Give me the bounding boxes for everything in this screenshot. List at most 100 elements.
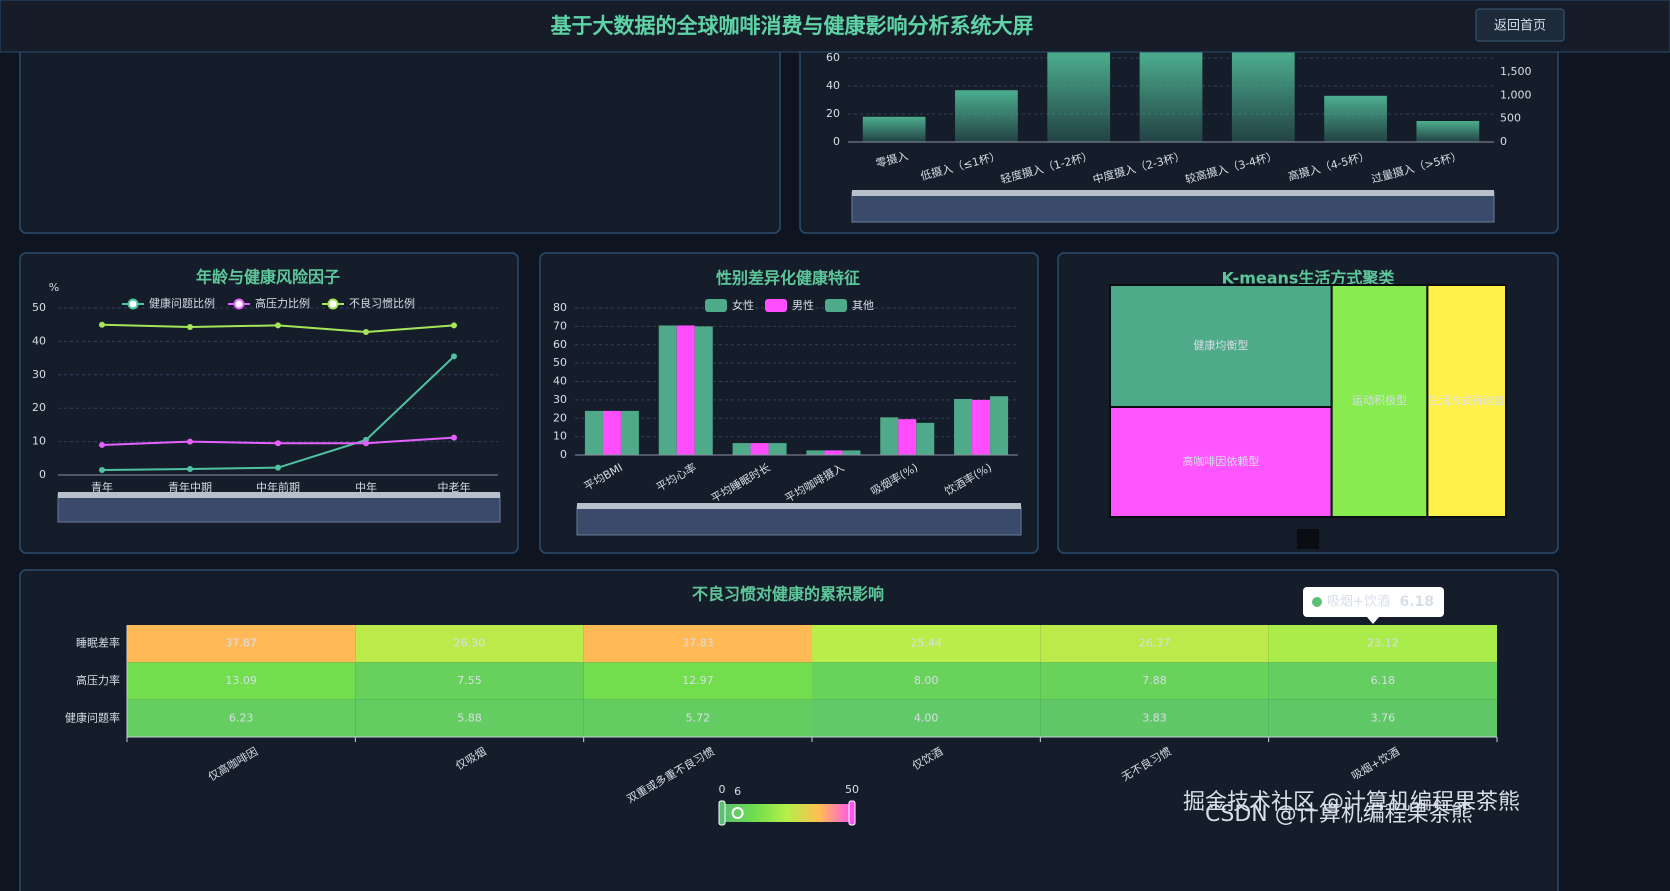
y-tick-label: 500 — [1500, 112, 1521, 125]
panel — [19, 39, 781, 234]
treemap-cell — [1426, 284, 1507, 518]
legend-swatch — [765, 299, 787, 312]
legend-label: 其他 — [852, 299, 874, 312]
slider[interactable] — [57, 492, 501, 523]
legend-marker — [327, 298, 339, 310]
y-tick-label: 70 — [553, 319, 567, 332]
visual-map-value: 6 — [734, 785, 741, 798]
bar — [898, 419, 917, 455]
y-tick-label: 60 — [826, 51, 840, 64]
panel — [19, 252, 519, 554]
y-tick-label: 30 — [32, 368, 46, 381]
heatmap-cell — [355, 625, 584, 663]
bar — [1231, 51, 1295, 142]
bar — [1047, 51, 1111, 142]
heatmap-cell — [1268, 662, 1497, 700]
slider[interactable] — [576, 503, 1022, 536]
y-tick-label: 40 — [32, 334, 46, 347]
cell-label: 7.88 — [1142, 674, 1167, 687]
bar — [694, 326, 713, 455]
point — [363, 329, 369, 336]
y-tick-label: 20 — [553, 411, 567, 424]
visual-map-handle — [848, 800, 856, 826]
slider-bar — [58, 492, 500, 498]
cell-label: 8.00 — [914, 674, 939, 687]
slider-bar — [577, 503, 1021, 509]
heatmap-cell — [1268, 625, 1497, 663]
bar — [768, 443, 787, 455]
cell-label: 37.83 — [682, 637, 714, 650]
visual-map-max: 50 — [845, 783, 859, 796]
bar — [916, 422, 935, 455]
bar — [955, 90, 1018, 142]
heatmap-cell — [127, 662, 356, 700]
cell-label: 26.37 — [1139, 637, 1171, 650]
slider[interactable] — [851, 190, 1495, 223]
y-tick-label: 健康问题率 — [65, 710, 120, 724]
heatmap-cell — [812, 662, 1041, 700]
slider-track — [576, 506, 1022, 536]
x-tick-label: 中年 — [355, 480, 377, 494]
y-tick-label: 0 — [560, 448, 567, 461]
point — [187, 465, 193, 472]
bar — [1416, 121, 1480, 142]
chart-title: K-means生活方式聚类 — [1222, 269, 1396, 288]
heatmap-cell — [355, 699, 584, 737]
y-tick-label: 0 — [1500, 135, 1507, 148]
point — [363, 440, 369, 447]
cell-label: 23.12 — [1367, 637, 1399, 650]
legend-label: 高压力比例 — [255, 296, 310, 310]
legend-marker — [127, 298, 139, 310]
cell-label: 6.23 — [229, 711, 254, 724]
visual-map-min: 0 — [719, 783, 726, 796]
home-button[interactable] — [1475, 8, 1565, 42]
chart-title: 性别差异化健康特征 — [716, 269, 860, 288]
cell-label: 25.44 — [910, 637, 942, 650]
heatmap-cell — [583, 662, 812, 700]
y-tick-label: 50 — [553, 356, 567, 369]
bar — [676, 325, 695, 455]
x-tick-label: 中老年 — [438, 480, 471, 494]
y-tick-label: 30 — [553, 393, 567, 406]
y-tick-label: 20 — [826, 107, 840, 120]
visual-map-handle — [718, 800, 726, 826]
tooltip-name: 吸烟+饮酒 — [1327, 595, 1390, 610]
point — [451, 434, 457, 441]
heatmap-cell — [127, 699, 356, 737]
bar — [806, 450, 825, 455]
y-tick-label: 高压力率 — [76, 673, 120, 687]
x-tick-label: 青年中期 — [168, 480, 212, 494]
cell-label: 3.83 — [1142, 711, 1167, 724]
y-tick-label: 60 — [553, 338, 567, 351]
y-tick-label: 20 — [32, 401, 46, 414]
slider-bar — [852, 190, 1494, 196]
legend-label: 健康问题比例 — [149, 296, 215, 310]
treemap-label: 健康均衡型 — [1193, 338, 1248, 352]
bar — [880, 417, 899, 455]
treemap-cell — [1109, 406, 1333, 518]
point — [275, 440, 281, 447]
bar — [824, 450, 843, 455]
point — [99, 466, 105, 473]
y-tick-label: 80 — [553, 301, 567, 314]
chart-title: 不良习惯对健康的累积影响 — [692, 585, 884, 604]
tooltip-value: 6.18 — [1399, 594, 1434, 610]
legend-box — [1297, 529, 1319, 549]
cell-label: 7.55 — [457, 674, 482, 687]
bar — [584, 410, 603, 455]
y-tick-label: 10 — [32, 435, 46, 448]
point — [99, 441, 105, 448]
y-tick-label: 40 — [553, 375, 567, 388]
cell-label: 6.18 — [1371, 674, 1396, 687]
heatmap-cell — [583, 625, 812, 663]
bar — [620, 410, 639, 455]
cell-label: 13.09 — [225, 674, 257, 687]
cell-label: 5.72 — [686, 711, 711, 724]
legend-label: 女性 — [732, 298, 754, 312]
bar — [862, 116, 926, 142]
x-tick-label: 青年 — [91, 480, 113, 494]
heatmap-cell — [1040, 662, 1269, 700]
bar — [954, 398, 973, 455]
